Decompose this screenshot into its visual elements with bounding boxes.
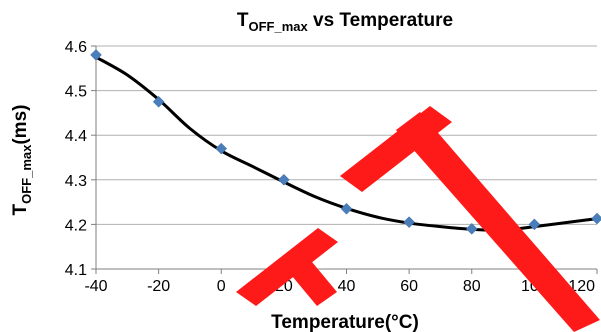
y-tick-label-0: 4.1 [65,262,87,279]
data-point-0 [90,49,102,61]
chart-title-rest: vs Temperature [308,10,453,31]
x-tick-label-4: 40 [338,278,356,295]
chart-title: TOFF_max vs Temperature [237,10,453,34]
y-tick-label-1: 4.2 [65,217,87,234]
axes [91,45,598,274]
x-tick-label-1: -20 [147,278,170,295]
data-points [90,49,601,235]
data-point-2 [215,142,228,155]
x-tick-label-5: 60 [400,278,418,295]
x-tick-label-2: 0 [217,278,226,295]
x-tick-label-6: 80 [463,278,481,295]
x-tick-label-0: -40 [84,278,107,295]
y-axis-label-sub: OFF_max [19,144,34,204]
data-point-1 [152,95,165,108]
x-tick-labels: -40-20020406080100120 [84,278,595,295]
data-point-3 [278,173,290,186]
y-tick-label-3: 4.4 [65,128,87,145]
data-point-5 [403,216,415,229]
y-axis-label-rest: (ms) [10,105,31,145]
y-tick-label-2: 4.3 [65,173,87,190]
y-axis-label-main: T [10,203,31,215]
y-tick-label-5: 4.6 [65,39,87,56]
data-point-7 [528,218,541,231]
y-tick-label-4: 4.5 [65,84,87,101]
data-point-6 [465,223,478,235]
y-axis-label: TOFF_max(ms) [10,105,34,216]
data-point-4 [340,202,353,215]
watermark-shape [236,106,600,332]
x-axis-label: Temperature(°C) [271,312,419,332]
y-tick-labels: 4.1 4.2 4.3 4.4 4.5 4.6 [65,39,87,279]
x-tick-label-8: 120 [568,278,595,295]
chart-title-sub: OFF_max [248,19,308,34]
grid-lines [96,45,597,225]
data-point-8 [591,212,601,225]
chart-title-main: T [237,10,249,31]
